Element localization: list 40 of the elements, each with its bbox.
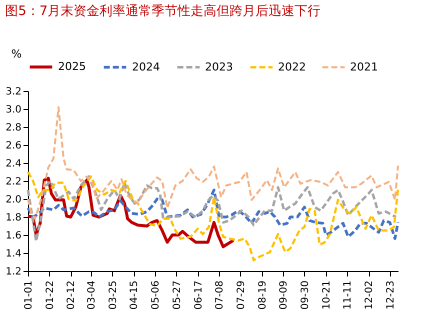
y-tick-label: 2.8: [6, 122, 22, 134]
y-tick-label: 2.0: [6, 194, 22, 206]
legend-label: 2022: [278, 60, 306, 74]
x-tick-label: 08-19: [257, 280, 268, 310]
legend-label: 2024: [132, 60, 160, 74]
x-tick-label: 12-23: [385, 280, 396, 310]
legend-label: 2023: [205, 60, 233, 74]
legend-label: 2025: [58, 60, 86, 73]
x-tick-label: 05-06: [150, 280, 162, 310]
x-tick-label: 02-12: [66, 280, 78, 310]
chart-title: 图5：7月末资金利率通常季节性走高但跨月后迅速下行: [5, 3, 321, 19]
x-tick-label: 12-02: [364, 280, 376, 310]
x-tick-label: 07-29: [236, 280, 247, 310]
x-tick-label: 10-21: [321, 280, 332, 310]
y-tick-label: 2.6: [6, 140, 22, 152]
x-tick-label: 07-08: [214, 280, 226, 310]
x-tick-label: 09-30: [300, 280, 311, 310]
legend-label: 2021: [350, 60, 378, 74]
line-series: [26, 170, 400, 262]
y-tick-label: 1.6: [6, 230, 22, 242]
y-tick-label: 1.4: [6, 248, 22, 260]
x-tick-label: 05-27: [172, 280, 183, 310]
y-tick-label: 2.4: [6, 158, 22, 170]
y-tick-label: 2.2: [6, 176, 22, 188]
x-tick-label: 01-01: [24, 280, 34, 310]
y-tick-label: 3.2: [6, 86, 22, 98]
y-tick-label: 3.0: [6, 104, 22, 116]
x-tick-label: 01-22: [44, 280, 56, 310]
y-axis-title: %: [11, 48, 22, 60]
line-series: [26, 175, 398, 243]
x-tick-label: 04-15: [129, 280, 140, 310]
x-tick-label: 11-11: [342, 280, 354, 310]
x-tick-label: 09-09: [278, 280, 290, 310]
line-series: [26, 188, 400, 240]
line-series: [27, 106, 399, 220]
x-tick-label: 03-25: [108, 280, 119, 310]
x-tick-label: 03-04: [86, 280, 98, 310]
y-tick-label: 1.2: [6, 266, 22, 278]
y-tick-label: 1.8: [6, 212, 22, 224]
x-tick-label: 06-17: [193, 280, 204, 310]
